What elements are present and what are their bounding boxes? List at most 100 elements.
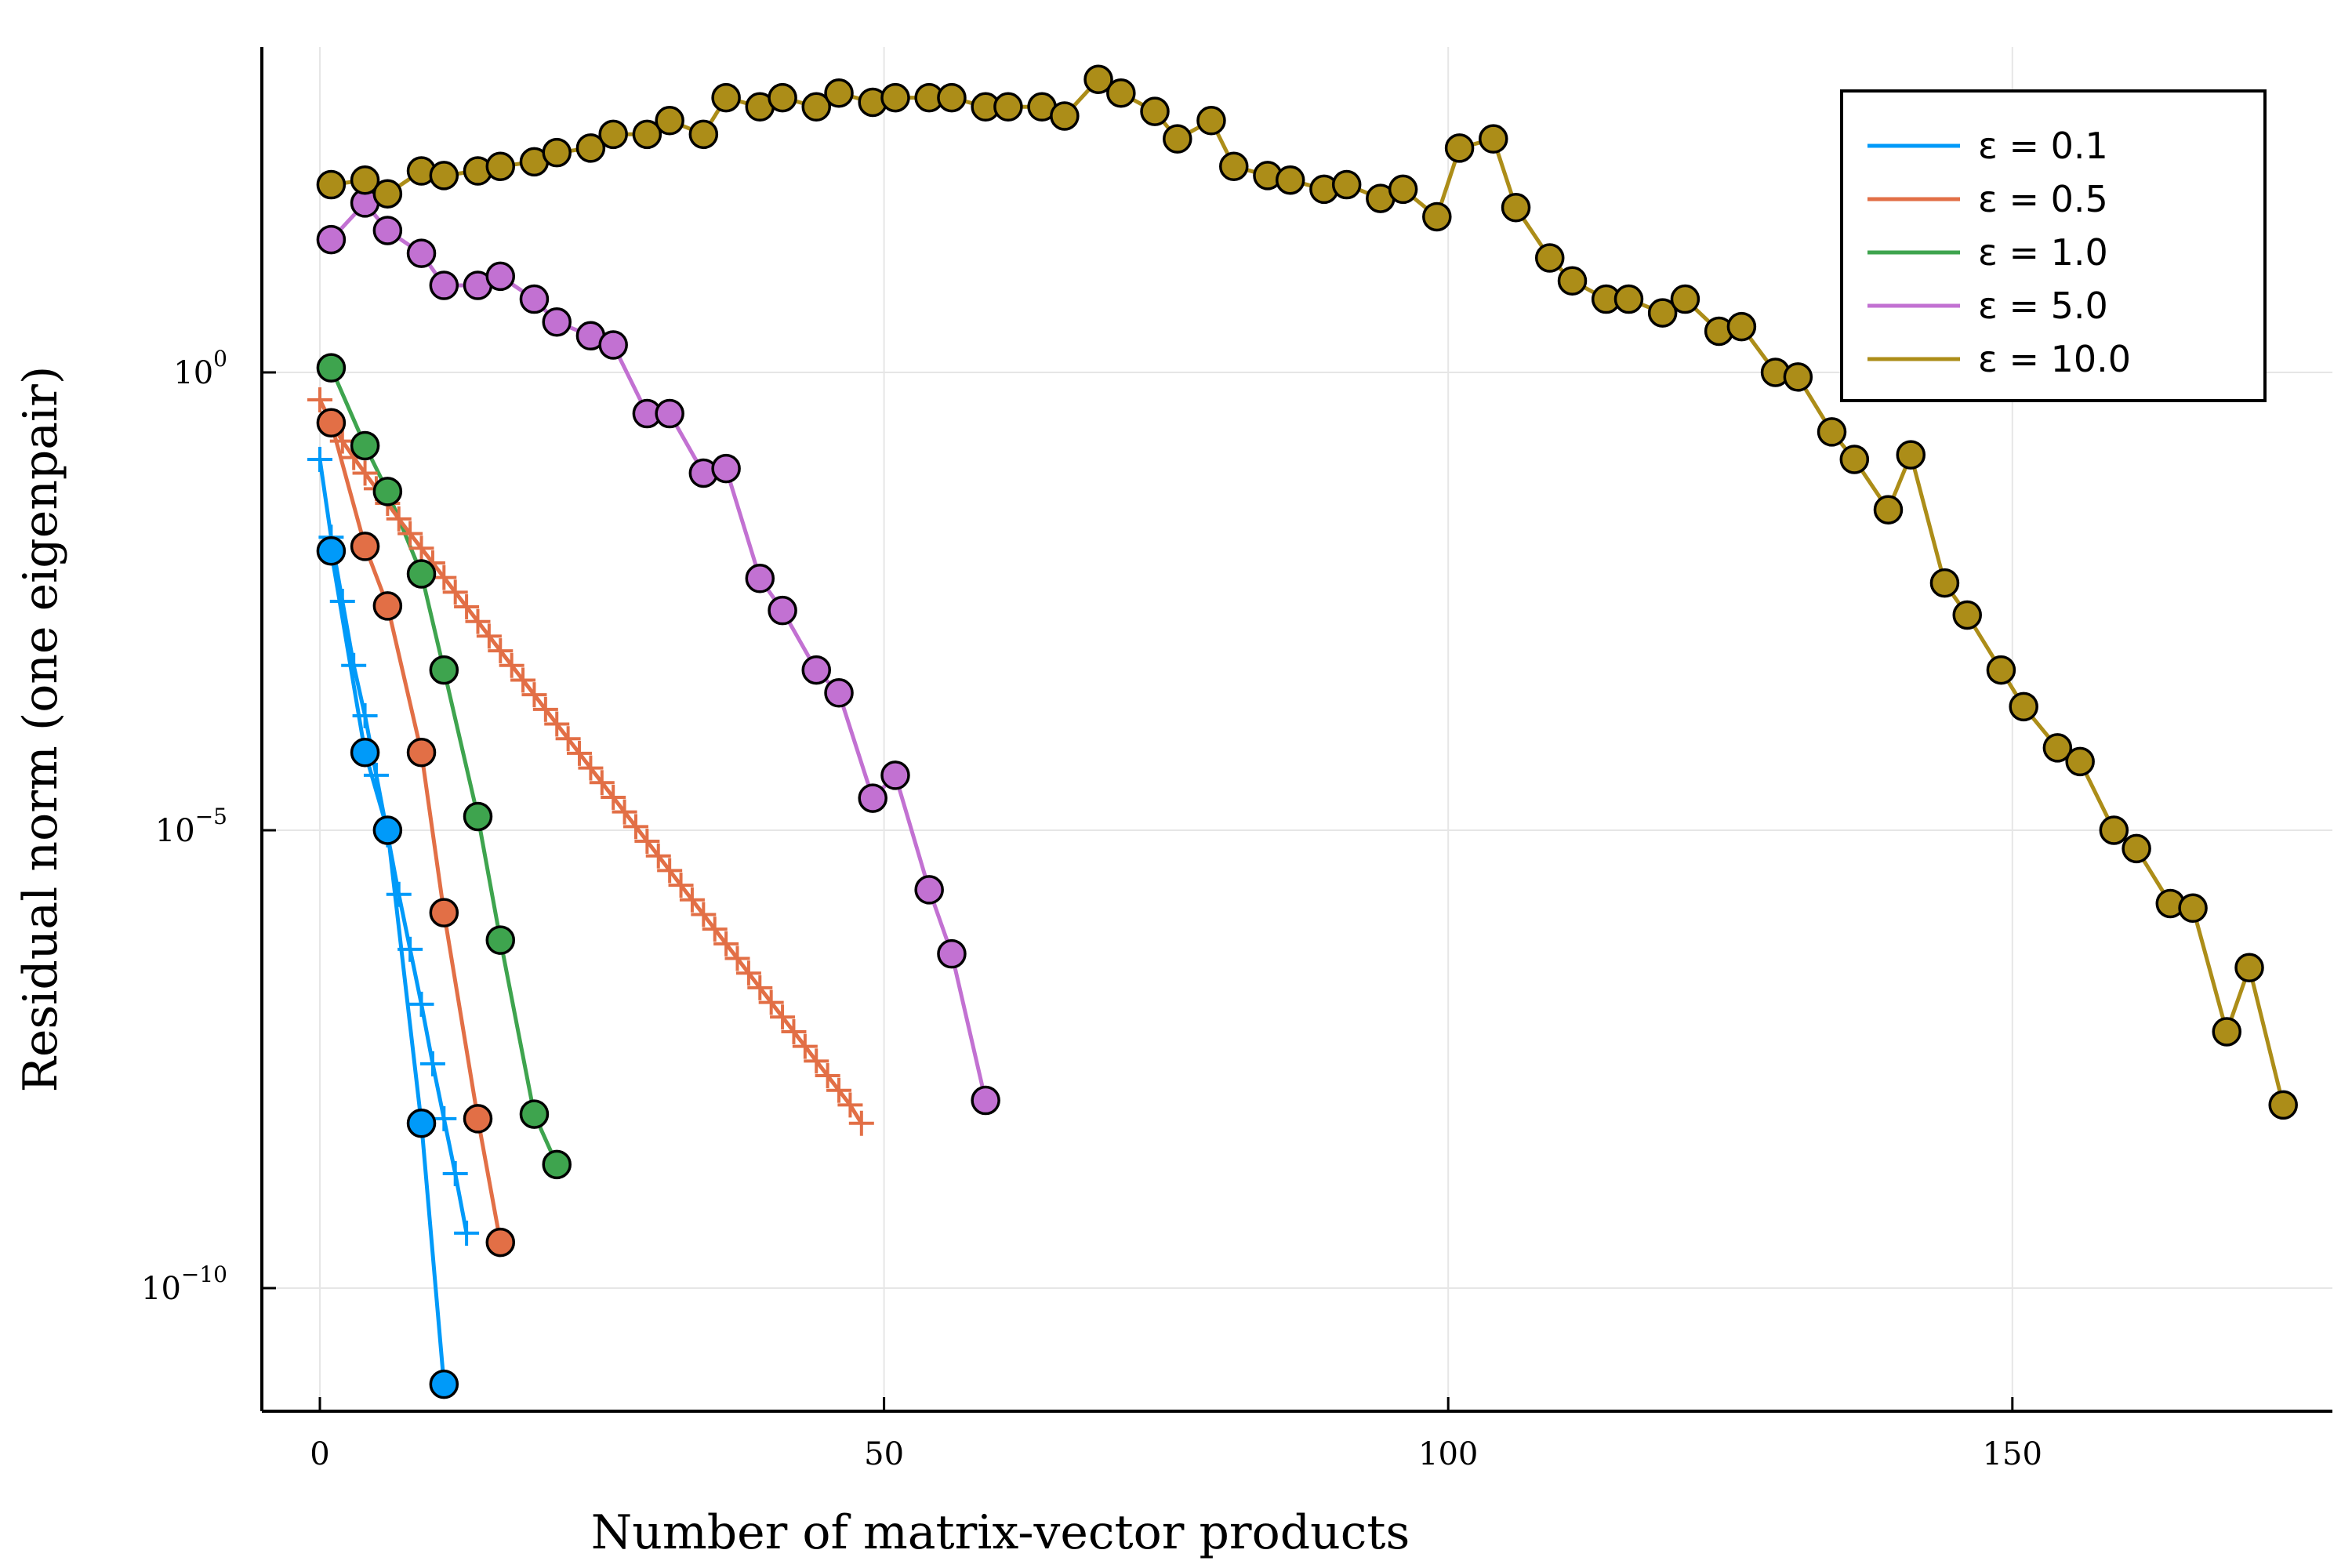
data-point — [2009, 691, 2038, 722]
data-point-cross — [589, 770, 615, 796]
data-point-cross — [826, 1077, 852, 1103]
data-point-cross — [465, 608, 491, 634]
data-point — [1050, 101, 1080, 131]
data-point-cross — [792, 1033, 818, 1059]
y-tick-label: 100 — [173, 346, 227, 391]
data-point-cross — [329, 589, 355, 614]
data-point — [914, 875, 944, 905]
data-point-cross — [307, 387, 332, 413]
data-point — [2212, 1017, 2241, 1047]
data-point — [350, 532, 380, 561]
data-point — [937, 938, 967, 969]
data-point — [1783, 362, 1813, 392]
data-point — [519, 1099, 550, 1129]
data-point-cross — [544, 711, 570, 737]
data-point — [463, 801, 493, 832]
data-point — [316, 408, 347, 437]
data-point — [519, 284, 550, 314]
data-point — [1929, 568, 1960, 598]
data-point — [1986, 655, 2016, 685]
data-point-cross — [476, 623, 502, 649]
data-point — [372, 477, 403, 506]
x-tick-label: 50 — [864, 1436, 904, 1472]
data-point — [937, 82, 967, 113]
data-point — [801, 92, 831, 122]
data-point — [1726, 311, 1757, 342]
data-point — [1817, 417, 1847, 447]
data-point — [598, 119, 628, 150]
data-point — [1331, 169, 1362, 200]
data-point-cross — [781, 1018, 807, 1044]
data-point — [575, 133, 606, 163]
data-point — [316, 536, 347, 566]
x-tick-label: 100 — [1418, 1436, 1478, 1472]
data-point-cross — [702, 916, 728, 942]
data-point — [2268, 1090, 2298, 1120]
data-point-cross — [307, 446, 332, 472]
data-point — [711, 82, 741, 113]
data-point-cross — [397, 521, 423, 546]
x-axis-label: Number of matrix-vector products — [591, 1505, 1410, 1560]
data-point — [1839, 445, 1870, 474]
data-point-cross — [329, 428, 355, 454]
data-point — [768, 595, 797, 626]
data-point — [542, 307, 572, 337]
data-point — [711, 453, 741, 484]
data-point — [993, 92, 1023, 122]
data-point — [1388, 174, 1418, 205]
data-point — [880, 760, 910, 790]
series-cross-markers — [307, 387, 874, 1246]
data-point-cross — [578, 755, 604, 781]
data-point — [655, 106, 684, 136]
data-point — [316, 169, 347, 200]
data-point-cross — [488, 638, 514, 664]
data-point-cross — [567, 740, 593, 766]
data-point-cross — [352, 460, 378, 486]
data-point-cross — [691, 902, 717, 927]
data-point — [1647, 298, 1678, 328]
data-point-cross — [679, 887, 705, 913]
data-point-cross — [499, 652, 524, 678]
legend-label: ε = 0.5 — [1978, 178, 2108, 220]
data-point — [858, 783, 887, 813]
data-point — [429, 1369, 459, 1399]
data-point-cross — [341, 652, 367, 678]
data-point-cross — [804, 1048, 829, 1074]
data-point — [542, 1149, 572, 1180]
legend-label: ε = 1.0 — [1978, 231, 2108, 274]
data-point — [372, 591, 403, 621]
data-point-cross — [815, 1063, 840, 1089]
data-point-cross — [386, 506, 412, 532]
data-point — [2234, 953, 2264, 982]
data-point — [372, 216, 403, 245]
data-point — [1163, 124, 1192, 154]
data-point — [406, 559, 437, 589]
data-point — [1670, 284, 1700, 314]
data-point — [372, 179, 403, 209]
y-tick-label: 10−10 — [141, 1261, 227, 1307]
ticks: 0 50 100 150 100 10−5 10−10 — [141, 346, 2042, 1472]
data-point — [406, 737, 437, 768]
data-point — [1952, 600, 1982, 630]
data-point — [2178, 893, 2208, 924]
data-point-cross — [645, 843, 671, 869]
data-point — [429, 655, 459, 685]
data-point — [1873, 495, 1904, 524]
data-point — [485, 925, 516, 955]
data-point-cross — [713, 931, 739, 956]
data-point — [880, 82, 910, 113]
data-point — [1896, 440, 1926, 470]
data-point-cross — [419, 1051, 445, 1076]
data-point-cross — [431, 1105, 457, 1131]
data-point — [1422, 201, 1452, 232]
x-tick-label: 0 — [310, 1436, 329, 1472]
data-point — [632, 119, 662, 150]
data-point — [350, 165, 380, 195]
data-point-cross — [442, 1161, 468, 1186]
data-point-cross — [724, 946, 750, 971]
data-point — [406, 1109, 437, 1138]
data-point — [406, 238, 437, 268]
data-point — [1275, 165, 1305, 195]
data-point — [350, 430, 380, 461]
